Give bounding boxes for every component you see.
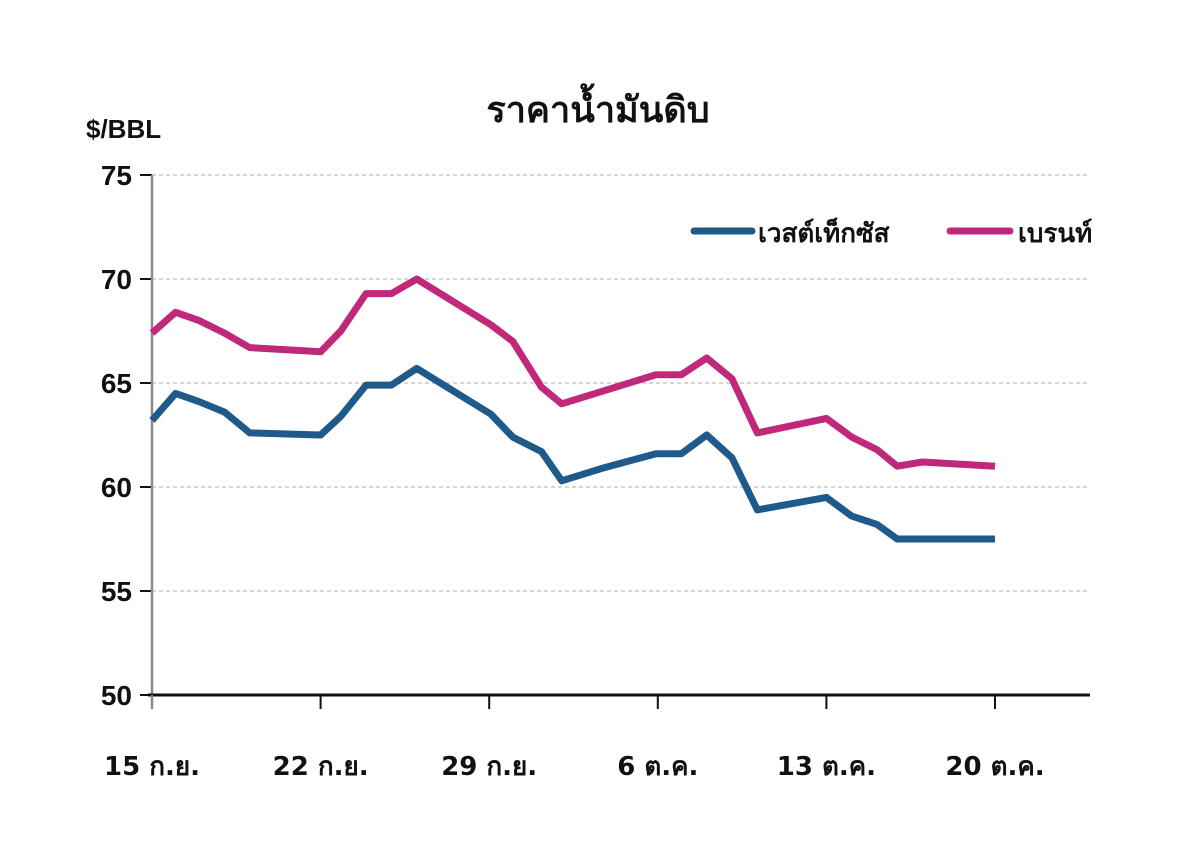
brent-line [149,275,996,470]
y-axis: 50 55 60 65 70 75 [101,160,154,711]
y-axis-unit-label: $/BBL [86,114,161,144]
y-tick-label: 65 [101,368,132,399]
y-tick-label: 60 [101,472,132,503]
x-tick-label: 15 ก.ย. [104,752,200,782]
y-tick-label: 75 [101,160,132,191]
x-tick-label: 6 ต.ค. [617,752,698,782]
x-tick-label: 29 ก.ย. [441,752,537,782]
y-tick-label: 50 [101,680,132,711]
y-tick-label: 55 [101,576,132,607]
data-series [149,275,996,543]
y-tick-label: 70 [101,264,132,295]
wti-line [149,364,995,543]
x-tick-label: 22 ก.ย. [273,752,369,782]
legend: เวสต์เท็กซัส เบรนท์ [690,217,1092,249]
x-tick-label: 20 ต.ค. [945,752,1044,782]
x-tick-label: 13 ต.ค. [777,752,876,782]
legend-wti-label: เวสต์เท็กซัส [758,217,890,249]
x-axis: 15 ก.ย. 22 ก.ย. 29 ก.ย. 6 ต.ค. 13 ต.ค. 20 ต.ค… [104,693,1090,782]
legend-brent-label: เบรนท์ [1018,218,1092,249]
chart-title: ราคาน้ำมันดิบ [486,83,709,131]
